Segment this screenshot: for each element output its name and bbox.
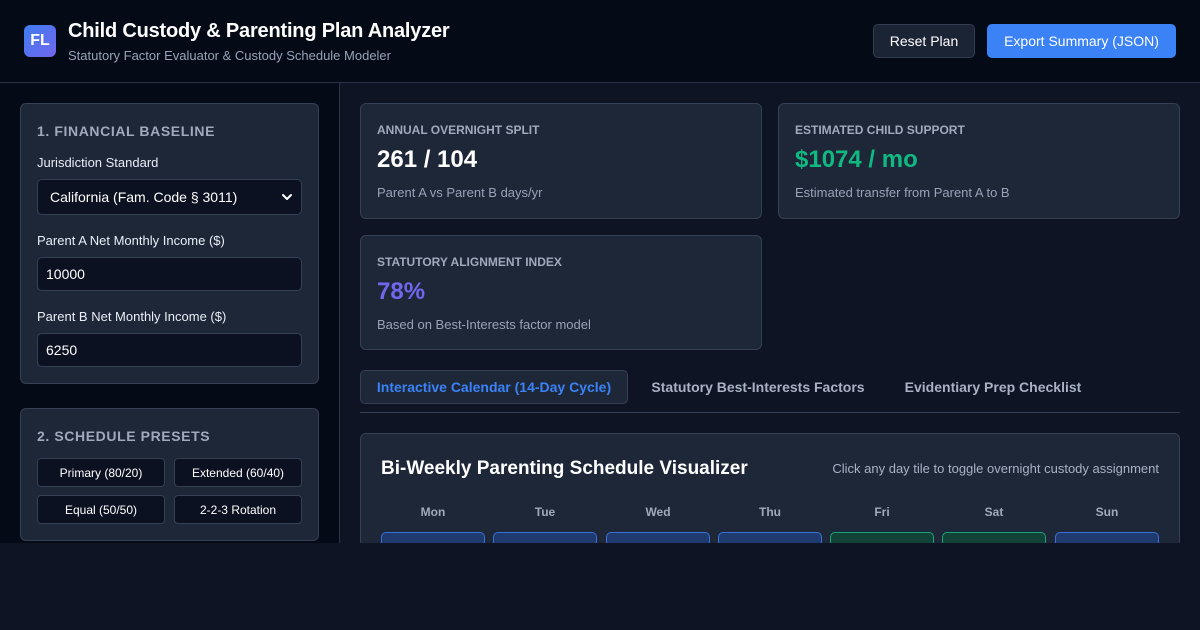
alignment-index-value: 78% <box>377 278 426 305</box>
tab-statutory-factors[interactable]: Statutory Best-Interests Factors <box>651 379 865 395</box>
child-support-desc: Estimated transfer from Parent A to B <box>795 185 1010 200</box>
app-header: FL Child Custody & Parenting Plan Analyz… <box>0 0 1200 83</box>
financial-baseline-panel: 1. FINANCIAL BASELINE Jurisdiction Stand… <box>20 103 319 384</box>
weekday-header-thu: Thu <box>759 505 781 519</box>
overnight-split-desc: Parent A vs Parent B days/yr <box>377 185 543 200</box>
schedule-presets-panel: 2. SCHEDULE PRESETS Primary (80/20) Exte… <box>20 408 319 541</box>
jurisdiction-select[interactable]: California (Fam. Code § 3011) <box>37 179 302 215</box>
schedule-calendar-panel: Bi-Weekly Parenting Schedule Visualizer … <box>360 433 1180 543</box>
parent-a-income-value: 10000 <box>46 266 85 282</box>
parent-b-income-label: Parent B Net Monthly Income ($) <box>37 309 227 324</box>
weekday-header-mon: Mon <box>420 505 446 519</box>
weekday-header-wed: Wed <box>645 505 671 519</box>
alignment-index-label: STATUTORY ALIGNMENT INDEX <box>377 255 562 269</box>
weekday-header-tue: Tue <box>534 505 556 519</box>
child-support-label: ESTIMATED CHILD SUPPORT <box>795 123 965 137</box>
day-tile-tue[interactable] <box>493 532 597 543</box>
parent-a-income-input[interactable]: 10000 <box>37 257 302 291</box>
app-subtitle: Statutory Factor Evaluator & Custody Sch… <box>68 48 391 63</box>
sidebar: 1. FINANCIAL BASELINE Jurisdiction Stand… <box>0 83 340 543</box>
schedule-presets-title: 2. SCHEDULE PRESETS <box>37 428 211 444</box>
reset-plan-button[interactable]: Reset Plan <box>873 24 975 58</box>
day-tile-mon[interactable] <box>381 532 485 543</box>
day-tile-fri[interactable] <box>830 532 934 543</box>
calendar-hint: Click any day tile to toggle overnight c… <box>832 461 1159 476</box>
preset-primary-button[interactable]: Primary (80/20) <box>37 458 165 487</box>
jurisdiction-label: Jurisdiction Standard <box>37 155 159 170</box>
tab-evidentiary-checklist[interactable]: Evidentiary Prep Checklist <box>904 379 1082 395</box>
alignment-index-card: STATUTORY ALIGNMENT INDEX 78% Based on B… <box>360 235 762 350</box>
child-support-value: $1074 / mo <box>795 146 918 173</box>
app-root: FL Child Custody & Parenting Plan Analyz… <box>0 0 1200 543</box>
app-title: Child Custody & Parenting Plan Analyzer <box>68 20 450 42</box>
day-tile-wed[interactable] <box>606 532 710 543</box>
export-summary-button[interactable]: Export Summary (JSON) <box>987 24 1176 58</box>
overnight-split-card: ANNUAL OVERNIGHT SPLIT 261 / 104 Parent … <box>360 103 762 219</box>
preset-extended-button[interactable]: Extended (60/40) <box>174 458 302 487</box>
main-tabs: Interactive Calendar (14-Day Cycle) Stat… <box>360 370 1180 413</box>
calendar-title: Bi-Weekly Parenting Schedule Visualizer <box>381 458 748 479</box>
overnight-split-value: 261 / 104 <box>377 146 478 173</box>
weekday-header-sun: Sun <box>1095 505 1119 519</box>
tab-interactive-calendar[interactable]: Interactive Calendar (14-Day Cycle) <box>360 370 628 404</box>
jurisdiction-select-value: California (Fam. Code § 3011) <box>50 189 238 205</box>
parent-b-income-input[interactable]: 6250 <box>37 333 302 367</box>
weekday-header-sat: Sat <box>984 505 1004 519</box>
day-tile-sat[interactable] <box>942 532 1046 543</box>
app-logo: FL <box>24 25 56 57</box>
chevron-down-icon <box>282 194 292 200</box>
day-tile-sun[interactable] <box>1055 532 1159 543</box>
parent-a-income-label: Parent A Net Monthly Income ($) <box>37 233 225 248</box>
financial-baseline-title: 1. FINANCIAL BASELINE <box>37 123 216 139</box>
day-tile-thu[interactable] <box>718 532 822 543</box>
parent-b-income-value: 6250 <box>46 342 78 358</box>
alignment-index-desc: Based on Best-Interests factor model <box>377 317 591 332</box>
overnight-split-label: ANNUAL OVERNIGHT SPLIT <box>377 123 540 137</box>
weekday-header-fri: Fri <box>874 505 890 519</box>
child-support-card: ESTIMATED CHILD SUPPORT $1074 / mo Estim… <box>778 103 1180 219</box>
preset-223-button[interactable]: 2-2-3 Rotation <box>174 495 302 524</box>
preset-equal-button[interactable]: Equal (50/50) <box>37 495 165 524</box>
